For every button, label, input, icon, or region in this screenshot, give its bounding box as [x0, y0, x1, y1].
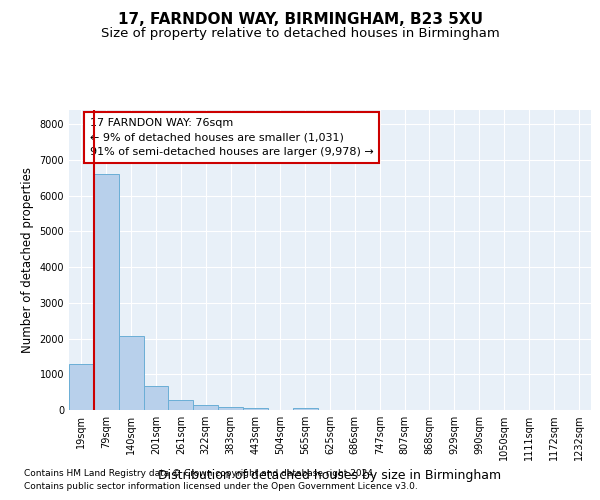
Text: 17, FARNDON WAY, BIRMINGHAM, B23 5XU: 17, FARNDON WAY, BIRMINGHAM, B23 5XU	[118, 12, 482, 28]
Bar	[69, 364, 94, 410]
Bar	[143, 386, 169, 410]
Y-axis label: Number of detached properties: Number of detached properties	[21, 167, 34, 353]
Bar	[193, 406, 218, 410]
Bar	[94, 174, 119, 410]
Text: Contains HM Land Registry data © Crown copyright and database right 2024.: Contains HM Land Registry data © Crown c…	[24, 468, 376, 477]
Bar	[169, 400, 193, 410]
Bar	[119, 336, 143, 410]
Bar	[293, 408, 317, 410]
Bar	[218, 408, 243, 410]
Bar	[243, 408, 268, 410]
Text: Contains public sector information licensed under the Open Government Licence v3: Contains public sector information licen…	[24, 482, 418, 491]
Text: 17 FARNDON WAY: 76sqm
← 9% of detached houses are smaller (1,031)
91% of semi-de: 17 FARNDON WAY: 76sqm ← 9% of detached h…	[90, 118, 374, 157]
X-axis label: Distribution of detached houses by size in Birmingham: Distribution of detached houses by size …	[158, 468, 502, 481]
Text: Size of property relative to detached houses in Birmingham: Size of property relative to detached ho…	[101, 28, 499, 40]
